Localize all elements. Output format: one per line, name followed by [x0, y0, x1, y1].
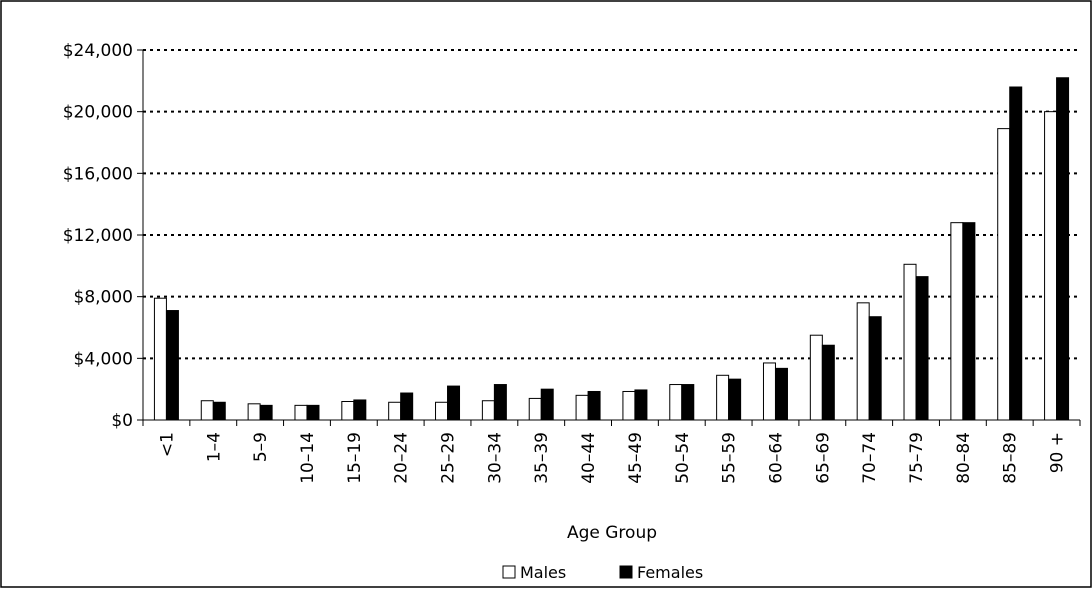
- x-tick-label: 5–9: [251, 432, 271, 462]
- x-tick-label: 75–79: [907, 432, 927, 484]
- bar-females: [728, 378, 742, 421]
- bar-males: [200, 400, 214, 421]
- bar-females: [400, 392, 414, 421]
- bar-males: [528, 397, 542, 421]
- bar-females: [634, 389, 648, 421]
- bar-females: [493, 384, 507, 421]
- gridlines: [143, 49, 1080, 360]
- bar-females: [962, 222, 976, 421]
- bar-males: [247, 403, 261, 421]
- x-tick-label: 20–24: [392, 432, 412, 484]
- bar-males: [762, 362, 776, 421]
- y-tick-label: $8,000: [74, 288, 133, 308]
- legend-swatch-females: [619, 565, 633, 579]
- bar-males: [622, 390, 636, 421]
- bar-females: [1009, 86, 1023, 421]
- x-tick-label: 80–84: [954, 432, 974, 484]
- y-tick-labels: $0 $4,000 $8,000 $12,000 $16,000 $20,000 $24,0…: [63, 41, 133, 431]
- y-tick-label: $16,000: [63, 164, 133, 184]
- bar-females: [306, 404, 320, 421]
- legend-label-males: Males: [520, 563, 566, 582]
- bar-males: [809, 334, 823, 421]
- bar-males: [997, 128, 1011, 421]
- x-tick-label: 1–4: [204, 432, 224, 462]
- bar-females: [447, 385, 461, 421]
- bar-males: [341, 401, 355, 421]
- bar-females: [353, 399, 367, 421]
- x-tick-label: 60–64: [766, 432, 786, 484]
- bar-females: [259, 404, 273, 421]
- x-tick-label: 10–14: [298, 432, 318, 484]
- x-tick-label: 25–29: [439, 432, 459, 484]
- axes: [137, 49, 1081, 426]
- legend-swatch-males: [502, 565, 516, 579]
- bar-females: [821, 344, 835, 421]
- y-tick-label: $4,000: [74, 349, 133, 369]
- bar-males: [903, 263, 917, 421]
- x-tick-label: 45–49: [626, 432, 646, 484]
- x-tick-label: 70–74: [860, 432, 880, 484]
- x-tick-label: <1: [157, 432, 177, 457]
- bar-males: [950, 222, 964, 421]
- bar-males: [856, 302, 870, 421]
- bar-females: [212, 401, 226, 421]
- legend-label-females: Females: [637, 563, 703, 582]
- bar-males: [1044, 111, 1058, 421]
- bar-females: [1056, 77, 1070, 421]
- x-tick-label: 35–39: [532, 432, 552, 484]
- x-axis-title: Age Group: [567, 523, 657, 543]
- bar-females: [587, 390, 601, 421]
- bar-males: [481, 400, 495, 421]
- x-tick-label: 40–44: [579, 432, 599, 484]
- y-tick-label: $12,000: [63, 226, 133, 246]
- x-tick-label: 90 +: [1048, 432, 1068, 473]
- x-tick-label: 55–59: [720, 432, 740, 484]
- y-tick-label: $20,000: [63, 103, 133, 123]
- x-tick-label: 85–89: [1001, 432, 1021, 484]
- y-tick-label: $0: [111, 411, 133, 431]
- x-tick-labels: <1 1–4 5–9 10–14 15–19 20–24 25–29 30–34 35–39 40…: [157, 432, 1067, 484]
- bar-males: [575, 394, 589, 421]
- bar-females: [915, 276, 929, 421]
- bar-males: [388, 401, 402, 421]
- bar-females: [165, 310, 179, 421]
- bar-females: [540, 388, 554, 421]
- bar-females: [868, 316, 882, 421]
- legend: Males Females: [502, 563, 703, 582]
- x-tick-label: 15–19: [345, 432, 365, 484]
- y-tick-label: $24,000: [63, 41, 133, 61]
- bar-males: [435, 401, 449, 421]
- bar-females: [774, 367, 788, 421]
- bar-males: [669, 384, 683, 421]
- bar-males: [294, 404, 308, 421]
- x-tick-label: 30–34: [485, 432, 505, 484]
- x-tick-label: 50–54: [673, 432, 693, 484]
- bar-males: [153, 297, 167, 421]
- x-tick-label: 65–69: [813, 432, 833, 484]
- bar-males: [716, 374, 730, 421]
- bar-females: [681, 384, 695, 421]
